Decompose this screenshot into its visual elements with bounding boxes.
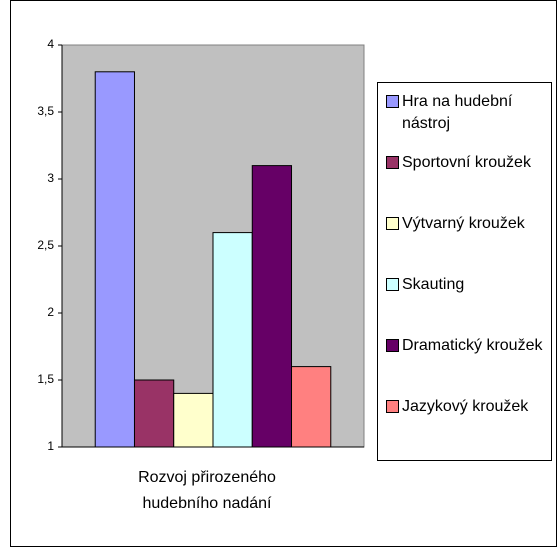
bar <box>94 71 135 448</box>
bar <box>291 366 332 448</box>
legend-item: Hra na hudební nástroj <box>386 91 550 135</box>
legend-item: Dramatický kroužek <box>386 335 550 357</box>
legend-label: Skauting <box>402 276 465 293</box>
legend-label: Dramatický kroužek <box>402 337 543 354</box>
legend-label: Hra na hudební nástroj <box>402 93 513 132</box>
bar <box>251 165 293 448</box>
y-tick-label: 1,5 <box>37 372 54 386</box>
legend-swatch <box>386 156 399 169</box>
legend-swatch <box>386 339 399 352</box>
legend-label: Jazykový kroužek <box>402 398 529 415</box>
legend-item: Jazykový kroužek <box>386 396 550 418</box>
y-tick-label: 3,5 <box>37 104 54 118</box>
legend-item: Sportovní kroužek <box>386 152 550 174</box>
legend-swatch <box>386 278 399 291</box>
legend-label: Výtvarný kroužek <box>402 215 525 232</box>
legend-swatch <box>386 400 399 413</box>
y-tick-label: 3 <box>47 171 54 185</box>
bar <box>133 379 175 448</box>
legend-item: Výtvarný kroužek <box>386 213 550 235</box>
legend-swatch <box>386 217 399 230</box>
bar <box>173 392 214 448</box>
y-tick-label: 1 <box>47 439 54 453</box>
legend-box <box>377 82 552 461</box>
y-tick-label: 2 <box>47 305 54 319</box>
legend-label: Sportovní kroužek <box>402 154 531 171</box>
x-category-label: Rozvoj přirozeného hudebního nadání <box>138 469 276 512</box>
y-tick-label: 2,5 <box>37 238 54 252</box>
legend-swatch <box>386 95 399 108</box>
legend-item: Skauting <box>386 274 550 296</box>
bar <box>212 232 253 448</box>
y-tick-label: 4 <box>47 37 54 51</box>
